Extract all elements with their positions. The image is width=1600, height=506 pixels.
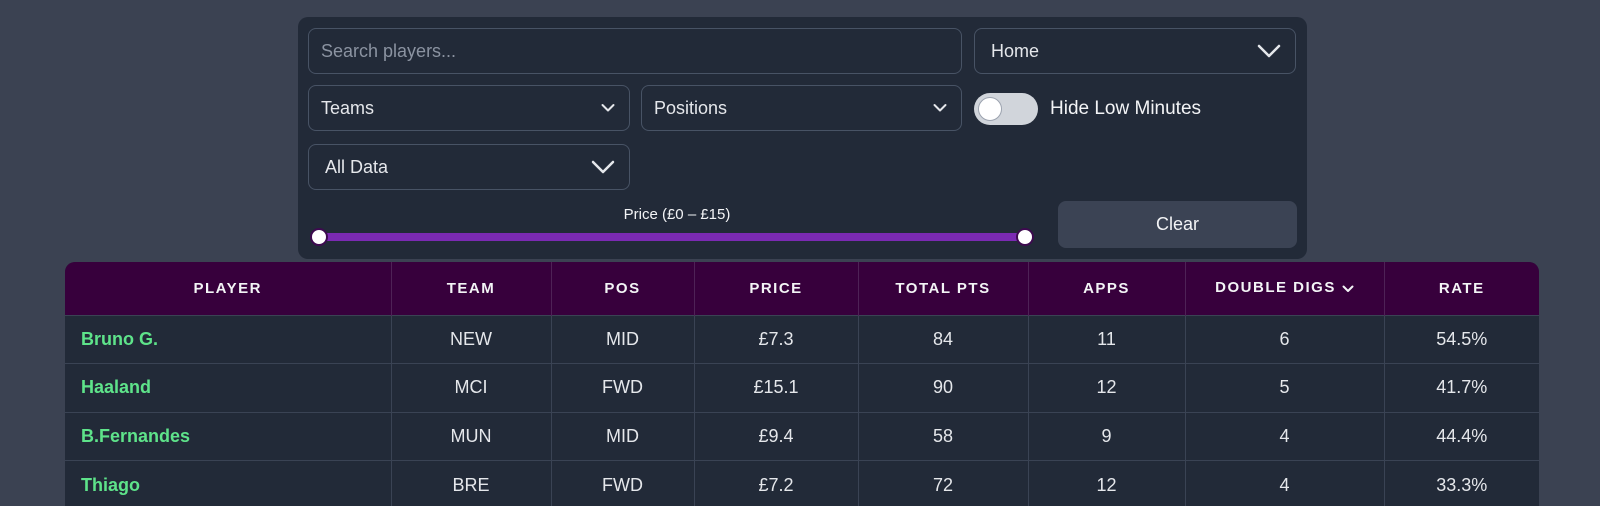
table-header-row: PLAYER TEAM POS PRICE TOTAL PTS APPS DOU… [65,262,1539,315]
teams-select-value: Teams [321,97,375,118]
chevron-down-icon [933,104,947,113]
teams-select[interactable]: Teams [308,85,630,131]
price-cell: £15.1 [694,363,859,412]
data-select-value: All Data [325,156,389,177]
apps-cell: 12 [1028,363,1186,412]
price-range-label: Price (£0 – £15) [623,206,731,223]
table-row[interactable]: Thiago BRE FWD £7.2 72 12 4 33.3% [65,460,1539,506]
rate-cell: 54.5% [1384,314,1539,364]
price-range-slider[interactable] [310,228,1034,246]
pos-cell: FWD [551,460,695,506]
pos-cell: MID [551,411,695,461]
rate-cell: 33.3% [1384,460,1539,506]
double-digs-cell: 6 [1185,314,1385,364]
column-header-apps[interactable]: APPS [1028,262,1186,315]
team-cell: NEW [391,314,552,364]
price-min-handle[interactable] [310,228,328,246]
total-pts-cell: 84 [858,314,1029,364]
apps-cell: 9 [1028,411,1186,461]
chevron-down-icon [601,104,615,113]
price-cell: £9.4 [694,411,859,461]
venue-select-value: Home [991,40,1040,61]
clear-button[interactable]: Clear [1058,201,1297,248]
price-cell: £7.3 [694,314,859,364]
double-digs-cell: 5 [1185,363,1385,412]
data-select[interactable]: All Data [308,144,630,190]
players-table: PLAYER TEAM POS PRICE TOTAL PTS APPS DOU… [65,262,1539,506]
double-digs-cell: 4 [1185,411,1385,461]
column-header-total-pts[interactable]: TOTAL PTS [858,262,1029,315]
hide-low-minutes-toggle-group[interactable]: Hide Low Minutes [974,93,1201,125]
table-row[interactable]: Bruno G. NEW MID £7.3 84 11 6 54.5% [65,314,1539,364]
toggle-knob [978,97,1002,121]
chevron-down-icon [591,160,615,174]
apps-cell: 12 [1028,460,1186,506]
chevron-down-icon [1342,280,1354,297]
price-range-track [318,233,1026,241]
column-header-team[interactable]: TEAM [391,262,552,315]
total-pts-cell: 58 [858,411,1029,461]
player-name[interactable]: Bruno G. [65,314,392,364]
column-header-rate[interactable]: RATE [1438,279,1485,297]
pos-cell: FWD [551,363,695,412]
team-cell: MCI [391,363,552,412]
player-name[interactable]: Haaland [65,363,392,412]
venue-select[interactable]: Home [974,28,1296,74]
filter-panel: Home Teams Positions Hide Low Minutes Al… [298,17,1307,259]
total-pts-cell: 90 [858,363,1029,412]
total-pts-cell: 72 [858,460,1029,506]
double-digs-cell: 4 [1185,460,1385,506]
price-max-handle[interactable] [1016,228,1034,246]
rate-cell: 41.7% [1384,363,1539,412]
column-header-double-digs[interactable]: DOUBLE DIGS [1185,262,1385,315]
column-header-price[interactable]: PRICE [694,262,859,315]
price-cell: £7.2 [694,460,859,506]
column-header-pos[interactable]: POS [551,262,695,315]
player-name[interactable]: B.Fernandes [65,411,392,461]
pos-cell: MID [551,314,695,364]
team-cell: MUN [391,411,552,461]
player-name[interactable]: Thiago [65,460,392,506]
positions-select[interactable]: Positions [641,85,962,131]
column-header-player[interactable]: PLAYER [65,262,392,315]
apps-cell: 11 [1028,314,1186,364]
positions-select-value: Positions [654,97,728,118]
table-row[interactable]: B.Fernandes MUN MID £9.4 58 9 4 44.4% [65,411,1539,461]
hide-low-minutes-toggle[interactable] [974,93,1038,125]
hide-low-minutes-label: Hide Low Minutes [1050,98,1202,119]
team-cell: BRE [391,460,552,506]
chevron-down-icon [1257,44,1281,58]
rate-cell: 44.4% [1384,411,1539,461]
table-row[interactable]: Haaland MCI FWD £15.1 90 12 5 41.7% [65,363,1539,412]
double-digs-header-label: DOUBLE DIGS [1215,279,1336,297]
search-field[interactable] [308,28,962,74]
search-input[interactable] [321,40,961,62]
